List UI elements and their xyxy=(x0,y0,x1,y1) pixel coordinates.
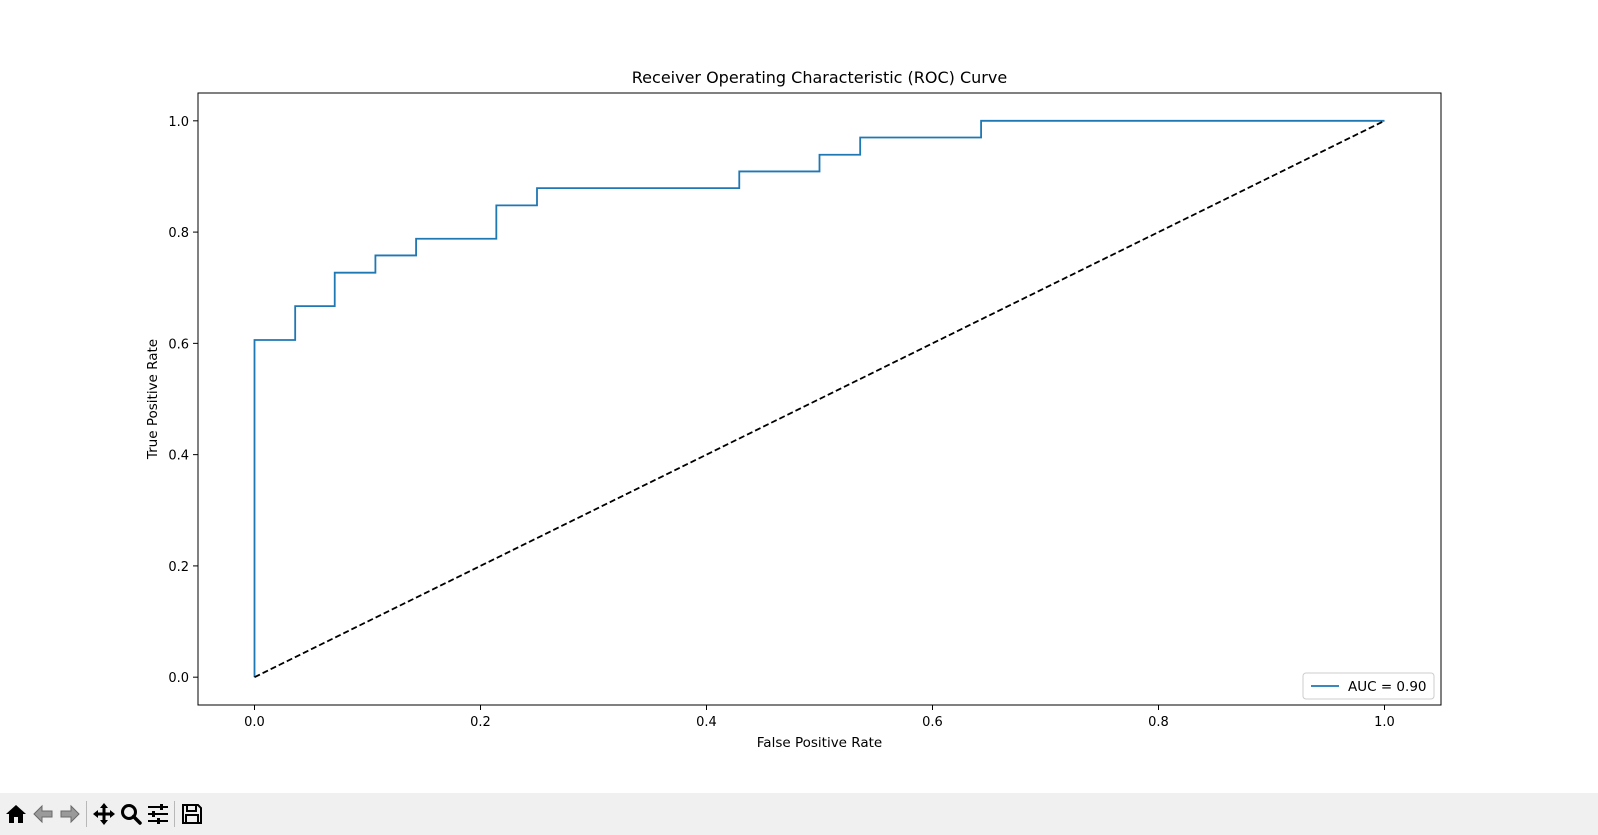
home-button[interactable] xyxy=(2,799,29,829)
x-tick-label: 0.0 xyxy=(244,715,265,730)
magnifier-icon xyxy=(120,804,142,825)
back-button[interactable] xyxy=(29,799,56,829)
legend: AUC = 0.90 xyxy=(1302,672,1435,700)
y-tick-label: 0.2 xyxy=(168,560,189,575)
x-tick-label: 0.8 xyxy=(1148,715,1169,730)
series-layer xyxy=(253,119,1385,678)
y-tick-label: 0.8 xyxy=(168,226,189,241)
axes-frame xyxy=(197,92,1442,706)
arrow-right-icon xyxy=(60,804,80,824)
roc-chart: Receiver Operating Characteristic (ROC) … xyxy=(145,68,1442,751)
x-tick-label: 0.6 xyxy=(922,715,943,730)
legend-box xyxy=(1302,672,1435,700)
chance-diagonal-line xyxy=(254,120,1385,678)
zoom-button[interactable] xyxy=(117,799,144,829)
figure-canvas: Receiver Operating Characteristic (ROC) … xyxy=(145,68,1442,751)
legend-entry-auc: AUC = 0.90 xyxy=(1348,679,1427,695)
x-axis-ticks: 0.0 0.2 0.4 0.6 0.8 1.0 xyxy=(244,705,1395,730)
floppy-disk-icon xyxy=(181,804,202,824)
y-tick-label: 0.6 xyxy=(168,337,189,352)
y-axis-label: True Positive Rate xyxy=(145,339,161,460)
move-icon xyxy=(92,803,115,825)
y-tick-label: 1.0 xyxy=(168,115,189,130)
home-icon xyxy=(5,805,26,823)
y-tick-label: 0.0 xyxy=(168,671,189,686)
x-tick-label: 0.4 xyxy=(696,715,717,730)
y-axis-ticks: 0.0 0.2 0.4 0.6 0.8 1.0 xyxy=(168,115,198,686)
forward-button[interactable] xyxy=(56,799,83,829)
configure-subplots-button[interactable] xyxy=(144,799,171,829)
toolbar-separator xyxy=(174,801,175,827)
y-tick-label: 0.4 xyxy=(168,449,189,464)
navigation-toolbar xyxy=(0,793,1598,835)
save-button[interactable] xyxy=(178,799,205,829)
sliders-icon xyxy=(147,804,168,824)
x-tick-label: 1.0 xyxy=(1374,715,1395,730)
toolbar-separator xyxy=(86,801,87,827)
x-tick-label: 0.2 xyxy=(470,715,491,730)
chart-title: Receiver Operating Characteristic (ROC) … xyxy=(632,68,1007,87)
pan-button[interactable] xyxy=(90,799,117,829)
roc-curve-line xyxy=(253,119,1385,678)
arrow-left-icon xyxy=(32,804,52,824)
x-axis-label: False Positive Rate xyxy=(757,735,882,751)
